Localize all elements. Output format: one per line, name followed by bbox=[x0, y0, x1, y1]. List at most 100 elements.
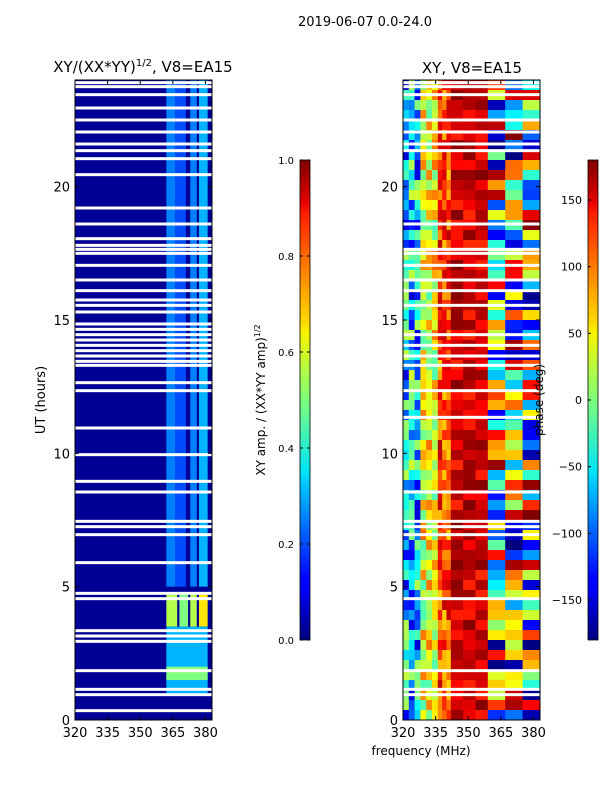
phase-cell bbox=[505, 400, 524, 411]
phase-cell bbox=[522, 200, 540, 211]
phase-cell bbox=[475, 630, 489, 641]
amplitude-colorbar-gradient bbox=[299, 159, 311, 641]
phase-cell bbox=[463, 640, 476, 651]
phase-cell bbox=[522, 230, 540, 241]
phase-cell bbox=[431, 500, 439, 511]
phase-cell bbox=[403, 280, 410, 291]
phase-cell bbox=[442, 280, 447, 291]
phase-cell bbox=[442, 440, 447, 451]
phase-cell bbox=[414, 480, 421, 491]
amplitude-feature bbox=[190, 594, 197, 627]
phase-cell bbox=[431, 470, 439, 481]
phase-cell bbox=[487, 150, 506, 161]
phase-cell bbox=[463, 390, 476, 401]
phase-cell bbox=[426, 680, 433, 691]
phase-cell bbox=[442, 150, 447, 161]
amplitude-background bbox=[75, 80, 212, 720]
phase-cell bbox=[437, 670, 443, 681]
phase-gap bbox=[403, 669, 540, 673]
phase-cell bbox=[414, 700, 421, 711]
phase-cell bbox=[408, 550, 416, 561]
phase-cell bbox=[450, 170, 464, 181]
phase-cell bbox=[446, 250, 452, 261]
phase-cell bbox=[431, 630, 439, 641]
phase-cell bbox=[426, 560, 433, 571]
phase-cell bbox=[442, 110, 447, 121]
phase-cell bbox=[437, 250, 443, 261]
phase-cell bbox=[463, 170, 476, 181]
phase-cell bbox=[426, 670, 433, 681]
amplitude-gap bbox=[75, 247, 212, 251]
phase-cell bbox=[475, 420, 489, 431]
phase-cell bbox=[505, 550, 524, 561]
phase-cell bbox=[446, 490, 452, 501]
phase-cell bbox=[437, 460, 443, 471]
amplitude-gap bbox=[75, 343, 212, 347]
phase-cell bbox=[442, 500, 447, 511]
phase-cell bbox=[442, 250, 447, 261]
phase-cell bbox=[442, 700, 447, 711]
phase-xtick-label: 365 bbox=[488, 726, 513, 741]
phase-cell bbox=[442, 610, 447, 621]
phase-cell bbox=[487, 440, 506, 451]
phase-cell bbox=[446, 310, 452, 321]
phase-cell bbox=[408, 560, 416, 571]
phase-gap bbox=[403, 251, 540, 255]
amplitude-xtick-label: 365 bbox=[160, 726, 185, 741]
phase-cell bbox=[420, 210, 427, 221]
phase-cell bbox=[446, 500, 452, 511]
amplitude-gap bbox=[75, 310, 212, 314]
phase-cell bbox=[463, 240, 476, 251]
phase-cell bbox=[522, 600, 540, 611]
phase-cell bbox=[475, 590, 489, 601]
phase-cell bbox=[522, 160, 540, 171]
phase-cell bbox=[522, 430, 540, 441]
phase-cell bbox=[431, 190, 439, 201]
phase-cell bbox=[442, 550, 447, 561]
phase-cell bbox=[505, 230, 524, 241]
amplitude-ylabel: UT (hours) bbox=[34, 366, 49, 434]
amplitude-gap bbox=[75, 327, 212, 331]
amplitude-gap bbox=[75, 338, 212, 342]
phase-cell bbox=[450, 410, 464, 421]
phase-cell bbox=[475, 680, 489, 691]
phase-cell bbox=[450, 580, 464, 591]
phase-colorbar-tick-label: −150 bbox=[552, 594, 582, 607]
phase-cell bbox=[463, 600, 476, 611]
phase-cell bbox=[505, 620, 524, 631]
amplitude-gap bbox=[75, 354, 212, 358]
phase-cell bbox=[522, 400, 540, 411]
phase-cell bbox=[403, 500, 410, 511]
phase-cell bbox=[403, 440, 410, 451]
phase-cell bbox=[420, 160, 427, 171]
phase-cell bbox=[426, 410, 433, 421]
phase-cell bbox=[442, 630, 447, 641]
phase-cell bbox=[450, 560, 464, 571]
phase-cell bbox=[463, 290, 476, 301]
phase-cell bbox=[450, 490, 464, 501]
phase-colorbar-ticks: 150 100 50 0 −50 −100 −150 bbox=[552, 194, 591, 607]
phase-cell bbox=[408, 150, 416, 161]
phase-cell bbox=[522, 460, 540, 471]
phase-cell bbox=[437, 200, 443, 211]
phase-cell bbox=[446, 390, 452, 401]
phase-cell bbox=[446, 630, 452, 641]
phase-cell bbox=[414, 440, 421, 451]
phase-cell bbox=[522, 440, 540, 451]
phase-cell bbox=[437, 580, 443, 591]
phase-cell bbox=[505, 540, 524, 551]
amplitude-gap bbox=[75, 591, 212, 595]
phase-cell bbox=[505, 560, 524, 571]
phase-cell bbox=[408, 130, 416, 141]
phase-cell bbox=[450, 470, 464, 481]
phase-cell bbox=[442, 540, 447, 551]
phase-cell bbox=[420, 200, 427, 211]
phase-cell bbox=[420, 430, 427, 441]
phase-cell bbox=[475, 600, 489, 611]
phase-cell bbox=[450, 380, 464, 391]
phase-cell bbox=[426, 150, 433, 161]
phase-cell bbox=[475, 320, 489, 331]
phase-cell bbox=[442, 180, 447, 191]
phase-gap bbox=[403, 130, 540, 134]
phase-cell bbox=[420, 370, 427, 381]
